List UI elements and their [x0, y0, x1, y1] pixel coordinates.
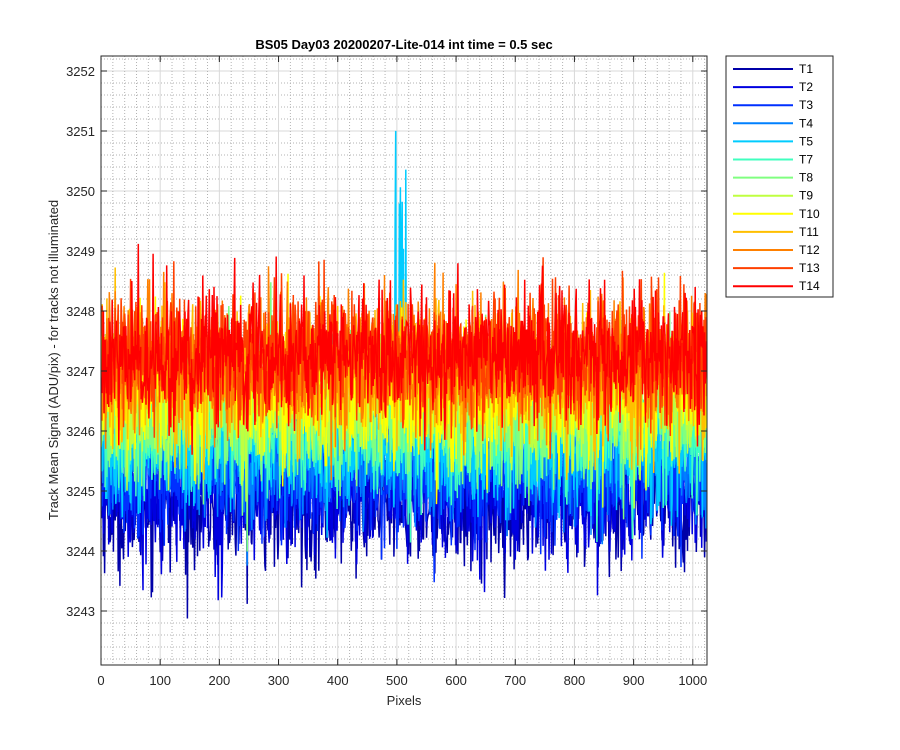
legend-label-t14: T14 — [799, 279, 820, 293]
legend-label-t9: T9 — [799, 189, 813, 203]
x-tick-label: 600 — [445, 673, 467, 688]
x-axis-label: Pixels — [387, 693, 422, 708]
axes-box — [100, 55, 708, 666]
y-tick-label: 3243 — [66, 604, 95, 619]
legend-label-t12: T12 — [799, 243, 820, 257]
legend-label-t5: T5 — [799, 134, 813, 148]
legend-label-t8: T8 — [799, 171, 813, 185]
legend-label-t7: T7 — [799, 153, 813, 167]
axis-ticks — [100, 56, 707, 665]
x-tick-label: 100 — [149, 673, 171, 688]
legend-label-t10: T10 — [799, 207, 820, 221]
legend-label-t11: T11 — [799, 225, 819, 239]
y-tick-label: 3251 — [66, 124, 95, 139]
legend-label-t1: T1 — [799, 62, 813, 76]
y-tick-labels: 3243 3244 3245 3246 3247 3248 3249 3250 3251 3252 — [66, 64, 95, 619]
x-tick-label: 1000 — [678, 673, 707, 688]
series-lines — [101, 130, 707, 619]
y-tick-label: 3247 — [66, 364, 95, 379]
x-tick-labels: 0 100 200 300 400 500 600 700 800 900 1000 — [97, 673, 707, 688]
x-tick-label: 400 — [327, 673, 349, 688]
x-tick-label: 300 — [268, 673, 290, 688]
y-axis-label: Track Mean Signal (ADU/pix) - for tracks… — [46, 200, 61, 520]
legend: T1 T2 T3 T4 T5 T7 T8 T9 T10 T11 T12 T13 T14 — [725, 55, 834, 298]
y-tick-label: 3248 — [66, 304, 95, 319]
y-tick-label: 3252 — [66, 64, 95, 79]
x-tick-label: 0 — [97, 673, 104, 688]
x-tick-label: 700 — [504, 673, 526, 688]
legend-label-t13: T13 — [799, 261, 820, 275]
x-tick-label: 500 — [386, 673, 408, 688]
y-tick-label: 3245 — [66, 484, 95, 499]
legend-label-t2: T2 — [799, 80, 813, 94]
y-tick-label: 3244 — [66, 544, 95, 559]
legend-label-t4: T4 — [799, 116, 813, 130]
legend-label-t3: T3 — [799, 98, 813, 112]
chart-title: BS05 Day03 20200207-Lite-014 int time = … — [255, 37, 552, 52]
x-tick-label: 200 — [209, 673, 231, 688]
legend-box — [725, 55, 834, 298]
x-tick-label: 800 — [564, 673, 586, 688]
series-line-t14 — [101, 243, 707, 455]
x-tick-label: 900 — [623, 673, 645, 688]
y-tick-label: 3246 — [66, 424, 95, 439]
y-tick-label: 3250 — [66, 184, 95, 199]
y-tick-label: 3249 — [66, 244, 95, 259]
